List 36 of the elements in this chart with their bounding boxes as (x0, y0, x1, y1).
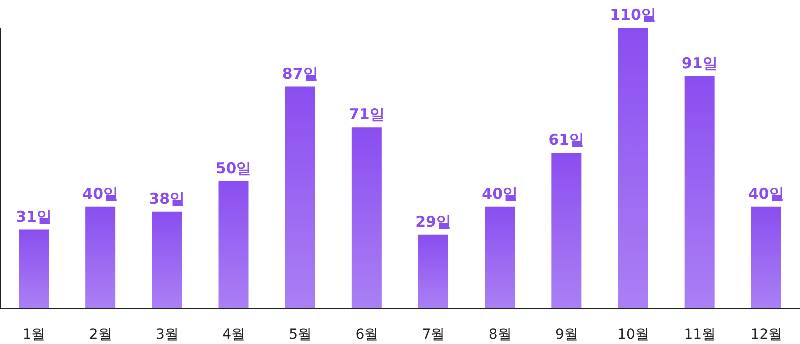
bar (19, 230, 49, 309)
bar (352, 128, 382, 309)
bar (152, 212, 182, 309)
bar (86, 206, 116, 309)
x-tick-label: 3월 (156, 326, 179, 343)
data-label: 31일 (16, 208, 52, 226)
bar (218, 181, 249, 309)
x-tick-label: 6월 (356, 326, 379, 343)
data-label: 50일 (216, 159, 252, 178)
bar (751, 206, 782, 309)
x-tick-label: 1월 (22, 326, 46, 343)
data-label: 29일 (416, 212, 452, 231)
bar (418, 234, 448, 309)
bar (684, 76, 715, 309)
bar (618, 28, 648, 309)
data-label: 71일 (348, 106, 385, 124)
bar (285, 86, 316, 309)
x-tick-label: 11월 (684, 326, 716, 343)
data-label: 40일 (82, 184, 119, 203)
x-tick-label: 9월 (555, 326, 578, 343)
data-label: 40일 (482, 184, 518, 203)
x-tick-label: 8월 (488, 326, 512, 343)
data-label: 61일 (548, 131, 585, 150)
x-tick-label: 12월 (750, 326, 783, 343)
bar (485, 206, 516, 309)
data-label: 110일 (610, 6, 656, 24)
bar (552, 153, 582, 309)
data-label: 91일 (682, 54, 718, 73)
x-tick-label: 7월 (422, 326, 446, 343)
data-label: 87일 (282, 64, 318, 83)
x-tick-label: 5월 (289, 326, 312, 343)
x-tick-label: 2월 (89, 326, 112, 343)
x-tick-label: 4월 (222, 326, 246, 343)
data-label: 40일 (748, 184, 784, 203)
data-label: 38일 (149, 190, 186, 208)
x-tick-label: 10월 (618, 326, 650, 343)
